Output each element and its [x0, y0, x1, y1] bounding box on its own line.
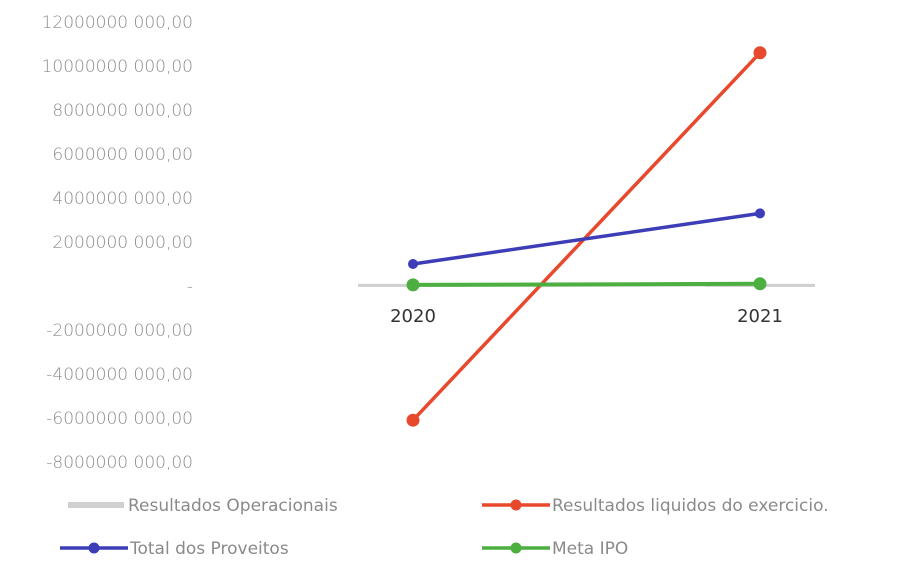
y-tick-label: 6000000 000,00 [52, 145, 193, 165]
y-tick-label: 2000000 000,00 [52, 233, 193, 253]
data-point [406, 413, 420, 427]
legend-swatch [68, 502, 124, 508]
data-point [755, 208, 765, 219]
y-tick-label: 12000000 000,00 [42, 13, 193, 33]
legend-item: Resultados liquidos do exercicio. [482, 496, 829, 516]
legend: Resultados Operacionais Resultados liquid… [60, 496, 829, 559]
series-layer [358, 46, 815, 427]
y-tick-label: -8000000 000,00 [46, 453, 193, 473]
legend-marker [510, 542, 522, 554]
y-tick-label: -2000000 000,00 [46, 321, 193, 341]
y-tick-label: -6000000 000,00 [46, 409, 193, 429]
series-1 [406, 46, 767, 427]
legend-item: Total dos Proveitos [60, 539, 289, 559]
y-tick-label: 4000000 000,00 [52, 189, 193, 209]
x-axis-ticks: 2020 2021 [390, 306, 783, 327]
y-tick-label: 10000000 000,00 [42, 57, 193, 77]
legend-marker [88, 542, 100, 554]
y-axis-ticks: 12000000 000,00 10000000 000,00 8000000 00… [42, 13, 193, 473]
data-point [753, 46, 767, 60]
y-tick-label: - [187, 277, 193, 297]
x-tick-label: 2020 [390, 306, 436, 327]
legend-label: Resultados liquidos do exercicio. [552, 496, 829, 516]
series-line [411, 51, 762, 422]
data-point [406, 278, 420, 292]
series-3 [406, 277, 767, 292]
legend-item: Meta IPO [482, 539, 628, 559]
legend-item: Resultados Operacionais [68, 496, 338, 516]
y-tick-label: 8000000 000,00 [52, 101, 193, 121]
legend-label: Resultados Operacionais [128, 496, 338, 516]
data-point [408, 259, 418, 269]
legend-label: Total dos Proveitos [129, 539, 289, 559]
y-tick-label: -4000000 000,00 [46, 365, 193, 385]
series-line [411, 281, 762, 287]
legend-marker [510, 499, 522, 511]
legend-label: Meta IPO [552, 539, 628, 559]
series-line [411, 211, 762, 266]
series-2 [408, 208, 765, 269]
data-point [753, 277, 767, 291]
x-tick-label: 2021 [737, 306, 783, 327]
